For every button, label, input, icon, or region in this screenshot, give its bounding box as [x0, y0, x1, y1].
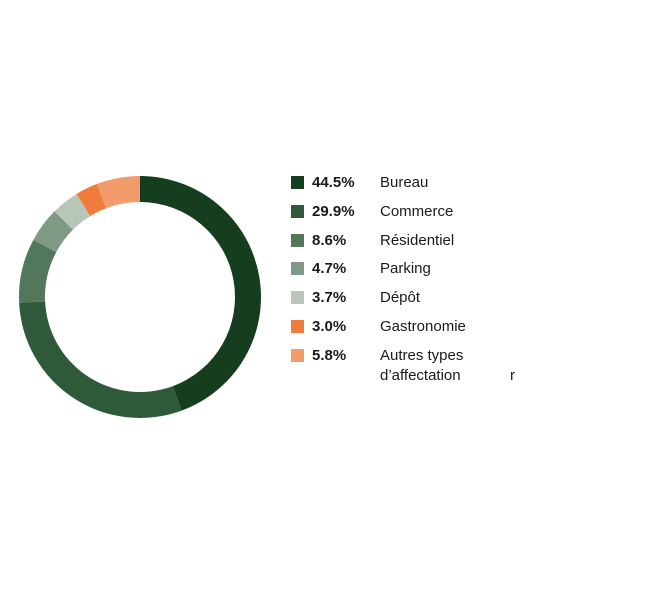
legend-label: Gastronomie — [380, 318, 466, 335]
legend-item: 44.5% Bureau — [291, 173, 490, 193]
legend-label: Bureau — [380, 174, 429, 191]
legend-item: 5.8% Autres types d’affectation — [291, 346, 490, 386]
legend-swatch — [291, 204, 304, 218]
legend-swatch — [291, 262, 304, 276]
donut-segment — [33, 211, 73, 253]
legend-swatch — [291, 348, 304, 362]
donut-segment — [19, 301, 182, 418]
value-label: 3.0% — [312, 318, 347, 335]
donut-segment — [54, 193, 91, 230]
legend-item: 8.6% Résidentiel — [291, 231, 490, 251]
value-label: 4.7% — [312, 260, 347, 278]
legend-item: 3.0% Gastronomie — [291, 317, 490, 337]
value-label: 44.5% — [312, 174, 355, 191]
legend-label: Dépôt — [380, 289, 421, 307]
legend-swatch — [291, 320, 304, 333]
legend-swatch — [291, 291, 304, 305]
value-label: 8.6% — [312, 231, 347, 249]
legend-swatch — [291, 233, 304, 247]
donut-segment — [76, 183, 107, 217]
value-label: 5.8% — [312, 346, 347, 364]
legend-item: 3.7% Dépôt — [291, 288, 490, 308]
legend-label: Résidentiel — [380, 231, 455, 249]
legend-item: 29.9% Commerce — [291, 202, 490, 222]
value-label: 29.9% — [312, 202, 355, 220]
legend-item: 4.7% Parking — [291, 259, 490, 279]
legend-label: Parking — [380, 260, 431, 278]
legend-label: Commerce — [380, 202, 454, 220]
value-label: 3.7% — [312, 289, 347, 307]
donut-segment — [18, 239, 57, 303]
donut-segment — [96, 176, 140, 209]
donut-segment — [140, 176, 261, 411]
legend-swatch — [291, 176, 304, 189]
legend-label: Autres types d’affectation — [380, 346, 464, 384]
annotation: r — [510, 367, 515, 384]
